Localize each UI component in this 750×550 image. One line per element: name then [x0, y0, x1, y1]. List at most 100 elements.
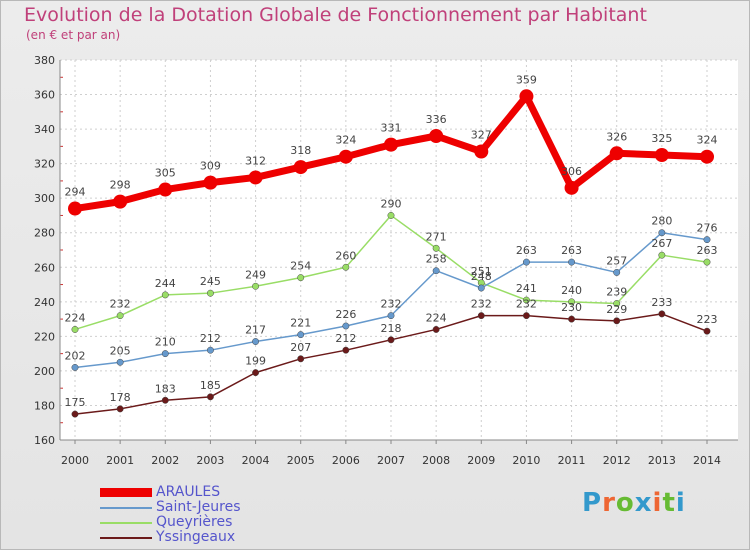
data-point-saint-jeures: [658, 229, 666, 237]
data-point-saint-jeures: [206, 346, 214, 354]
data-label-yssingeaux: 185: [200, 379, 221, 392]
data-label-saint-jeures: 263: [516, 244, 537, 257]
y-tick-label: 280: [34, 227, 55, 240]
data-point-araules: [700, 149, 714, 164]
data-label-queyri-res: 245: [200, 275, 221, 288]
data-point-saint-jeures: [252, 338, 260, 345]
data-label-yssingeaux: 229: [606, 303, 627, 316]
logo-letter: i: [652, 488, 663, 518]
data-point-araules: [429, 129, 444, 143]
data-label-yssingeaux: 183: [155, 382, 176, 395]
legend-item-yssingeaux: Yssingeaux: [100, 529, 360, 545]
y-tick-label: 200: [34, 365, 55, 378]
y-tick-label: 360: [34, 89, 55, 102]
data-point-saint-jeures: [703, 236, 711, 244]
data-label-queyri-res: 254: [290, 260, 311, 273]
data-point-araules: [248, 170, 263, 185]
data-label-saint-jeures: 226: [335, 308, 356, 321]
data-label-araules: 298: [110, 179, 131, 192]
logo-letter: r: [602, 488, 616, 518]
data-point-araules: [338, 149, 353, 164]
data-label-saint-jeures: 221: [290, 317, 311, 330]
data-point-araules: [654, 148, 669, 162]
data-label-saint-jeures: 205: [110, 344, 131, 357]
data-label-saint-jeures: 263: [561, 244, 582, 257]
data-label-araules: 294: [65, 186, 86, 199]
data-point-araules: [158, 182, 173, 197]
data-point-queyri-res: [703, 258, 711, 266]
data-point-araules: [564, 180, 579, 195]
data-point-queyri-res: [568, 298, 576, 306]
data-point-araules: [474, 144, 489, 159]
data-label-yssingeaux: 175: [65, 396, 86, 409]
data-label-saint-jeures: 212: [200, 332, 221, 345]
data-label-saint-jeures: 280: [651, 215, 672, 228]
data-label-saint-jeures: 217: [245, 324, 266, 337]
data-point-yssingeaux: [432, 326, 440, 333]
data-label-saint-jeures: 248: [471, 270, 492, 283]
data-label-yssingeaux: 230: [561, 301, 582, 314]
data-label-saint-jeures: 202: [65, 349, 86, 362]
legend: ARAULES Saint-Jeures Queyrières Yssingeaux: [100, 484, 360, 545]
data-label-araules: 306: [561, 165, 582, 178]
data-point-yssingeaux: [342, 346, 350, 354]
data-point-yssingeaux: [703, 327, 711, 335]
data-point-queyri-res: [522, 296, 530, 304]
legend-label: Yssingeaux: [156, 529, 236, 545]
data-label-araules: 326: [606, 130, 627, 143]
data-label-araules: 325: [651, 132, 672, 145]
data-label-araules: 324: [335, 134, 356, 147]
y-tick-label: 180: [34, 399, 55, 412]
data-point-saint-jeures: [342, 322, 350, 330]
data-point-queyri-res: [252, 282, 260, 290]
data-label-yssingeaux: 218: [381, 322, 402, 335]
data-label-yssingeaux: 233: [651, 296, 672, 309]
data-point-queyri-res: [206, 289, 214, 297]
data-point-saint-jeures: [387, 312, 395, 320]
chart-title: Evolution de la Dotation Globale de Fonc…: [24, 4, 647, 26]
data-label-yssingeaux: 178: [110, 391, 131, 404]
x-tick-label: 2005: [287, 454, 315, 467]
data-label-araules: 359: [516, 73, 537, 86]
x-tick-label: 2012: [603, 454, 631, 467]
data-point-yssingeaux: [116, 405, 124, 413]
data-point-yssingeaux: [297, 355, 305, 363]
x-tick-label: 2014: [693, 454, 721, 467]
data-label-araules: 318: [290, 144, 311, 157]
data-label-queyri-res: 290: [381, 197, 402, 210]
data-label-araules: 309: [200, 160, 221, 173]
series-lines: [68, 89, 714, 418]
x-tick-label: 2011: [558, 454, 586, 467]
legend-item-araules: ARAULES: [100, 484, 360, 500]
data-label-queyri-res: 239: [606, 286, 627, 299]
grid: [60, 59, 738, 441]
data-point-araules: [68, 201, 82, 216]
chart-subtitle: (en € et par an): [26, 28, 121, 42]
x-tick-label: 2009: [467, 454, 495, 467]
logo-letter: t: [662, 488, 676, 518]
data-point-yssingeaux: [613, 317, 621, 325]
y-tick-label: 300: [34, 192, 55, 205]
data-label-yssingeaux: 224: [426, 311, 447, 324]
data-point-queyri-res: [658, 251, 666, 259]
data-point-saint-jeures: [116, 358, 124, 366]
y-tick-label: 220: [34, 330, 55, 343]
data-label-queyri-res: 251: [471, 265, 492, 278]
data-label-queyri-res: 263: [697, 244, 718, 257]
data-label-araules: 324: [697, 134, 718, 147]
x-tick-label: 2002: [151, 454, 179, 467]
data-label-saint-jeures: 232: [381, 298, 402, 311]
data-point-araules: [384, 137, 398, 152]
data-label-queyri-res: 240: [561, 284, 582, 297]
data-point-araules: [293, 160, 308, 175]
data-label-queyri-res: 260: [335, 249, 356, 262]
data-label-saint-jeures: 276: [697, 222, 718, 235]
logo-letter: x: [634, 488, 653, 518]
data-label-araules: 331: [381, 122, 402, 135]
data-point-saint-jeures: [522, 258, 530, 266]
data-label-yssingeaux: 232: [471, 298, 492, 311]
data-point-yssingeaux: [477, 312, 485, 320]
y-tick-label: 320: [34, 158, 55, 171]
data-point-saint-jeures: [161, 350, 169, 358]
